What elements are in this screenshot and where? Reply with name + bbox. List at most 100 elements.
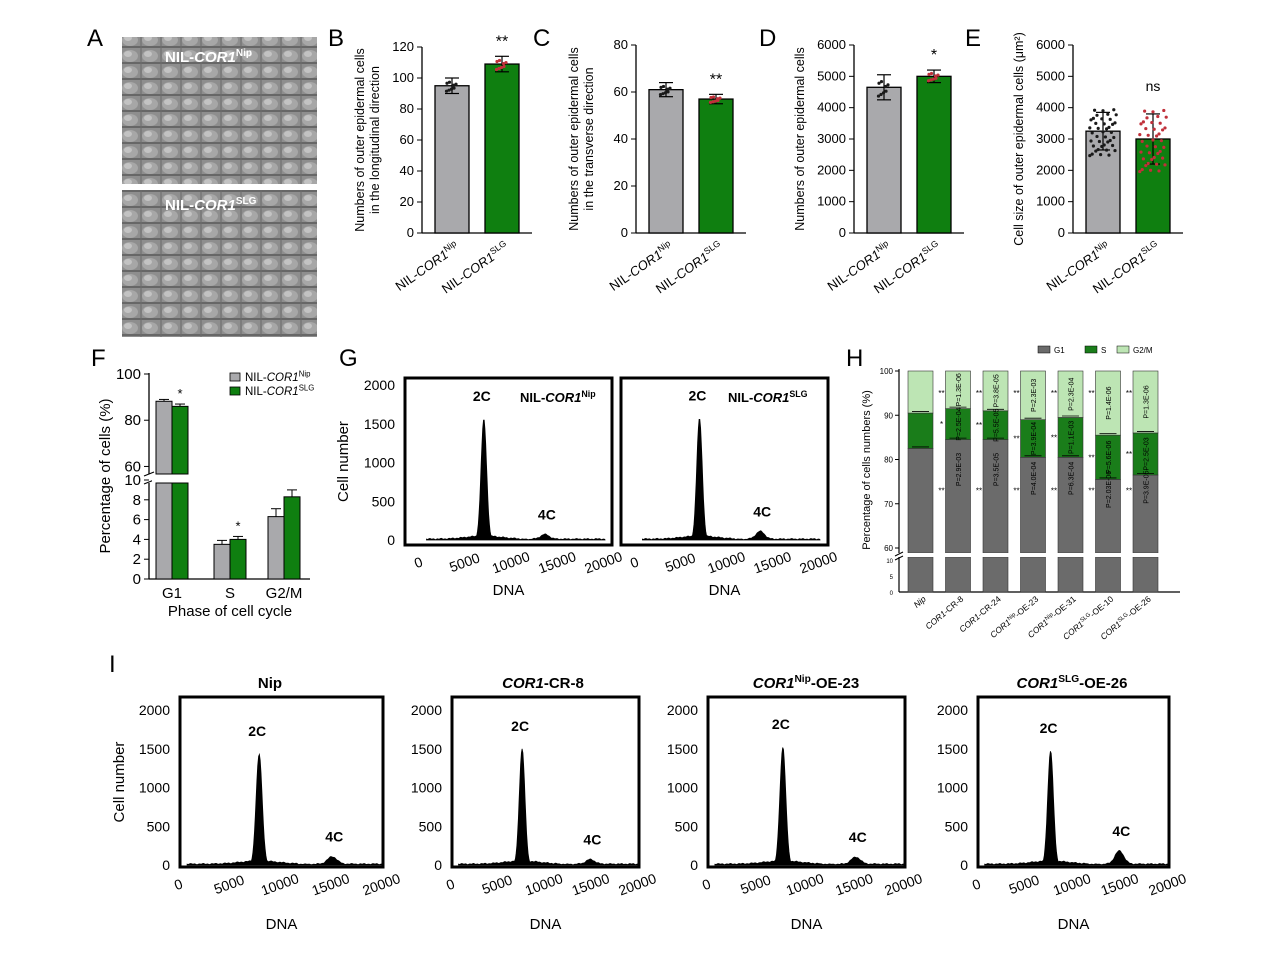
data-point — [1157, 169, 1161, 173]
significance-s: ** — [1013, 434, 1019, 443]
data-point — [1107, 125, 1111, 129]
x-tick-label: 20000 — [582, 548, 624, 576]
significance-label: * — [177, 386, 182, 401]
peak-label-4c: 4C — [583, 831, 601, 847]
y-tick-label: 1000 — [364, 455, 395, 471]
stack-g2m — [1095, 370, 1121, 436]
y-tick-label: 1500 — [667, 741, 698, 757]
data-point — [1096, 126, 1100, 130]
data-point — [497, 66, 501, 71]
legend-swatch — [1084, 345, 1098, 354]
legend-label: G1 — [1054, 346, 1065, 355]
y-tick-label: 6000 — [817, 37, 846, 52]
x-tick-label: 0 — [172, 875, 185, 893]
y-tick-label: 10 — [886, 559, 893, 565]
x-tick-label: 5000 — [738, 871, 773, 897]
p-value-g1: P=2.9E-03 — [956, 453, 963, 486]
peak-label-2c: 2C — [473, 388, 491, 404]
data-point — [1091, 144, 1095, 148]
x-tick-label: 5000 — [1007, 871, 1042, 897]
data-point — [1158, 121, 1162, 125]
data-point — [1153, 145, 1157, 149]
axis-break — [143, 471, 155, 477]
significance-s: ** — [1088, 453, 1094, 462]
data-point — [1089, 139, 1093, 143]
x-category-label: Nip — [912, 594, 928, 610]
bar-slg — [698, 98, 734, 234]
data-point — [1150, 157, 1154, 162]
x-tick-label: 0 — [970, 875, 983, 893]
panel-letter-h: H — [846, 345, 863, 372]
y-tick-label: 500 — [675, 818, 699, 834]
data-point — [1094, 149, 1098, 153]
data-point — [661, 84, 666, 89]
panel-b: 0 20 40 60 80 100 120 ** Numbers of outer epider… — [353, 33, 532, 296]
data-point — [504, 60, 508, 65]
stack-g1-lower — [907, 556, 934, 593]
y-axis-label: Cell number — [335, 421, 352, 502]
y-tick-label: 1000 — [139, 780, 170, 796]
significance-s: ** — [1126, 450, 1132, 459]
x-tick-label: 15000 — [751, 548, 793, 576]
peak-label-4c: 4C — [753, 503, 771, 519]
x-tick-label: 10000 — [705, 548, 747, 576]
significance-g2m: ** — [938, 389, 944, 398]
legend-label: G2/M — [1133, 346, 1153, 355]
y-axis-label: in the longitudinal direction — [368, 66, 382, 214]
x-category-label: G1 — [162, 585, 182, 602]
bar-slg — [484, 63, 520, 234]
y-tick-label: 0 — [690, 857, 698, 873]
p-value-g2m: P=1.3E-06 — [956, 373, 963, 406]
stack-g1 — [1132, 474, 1159, 554]
data-point — [1095, 113, 1099, 117]
p-value-g1: P=6.3E-04 — [1069, 462, 1076, 495]
significance-g2m: ** — [1088, 389, 1094, 398]
data-point — [1102, 143, 1106, 147]
data-point — [934, 76, 938, 80]
axis-break — [894, 555, 904, 561]
y-axis-label: in the transverse direction — [582, 67, 596, 210]
data-point — [1151, 138, 1155, 142]
break-band — [152, 475, 307, 482]
x-tick-label: 10000 — [784, 870, 826, 898]
data-point — [1149, 168, 1153, 172]
data-point — [1089, 118, 1093, 122]
data-point — [1147, 151, 1151, 155]
data-point — [449, 87, 454, 91]
data-point — [494, 67, 499, 72]
data-point — [1105, 127, 1109, 131]
data-point — [1088, 126, 1092, 130]
y-tick-label: 8 — [133, 492, 141, 509]
histogram-g2: 2C 4C 0 5000 10000 15000 20000 DNA NIL-COR1SLG — [619, 376, 840, 599]
legend-swatch — [1037, 345, 1051, 354]
data-point — [1113, 121, 1117, 125]
y-tick-label: 2000 — [817, 162, 846, 177]
data-point — [1088, 154, 1092, 158]
y-tick-label: 0 — [839, 225, 846, 240]
y-tick-label: 500 — [419, 818, 443, 834]
y-tick-label: 1500 — [937, 741, 968, 757]
significance-label: ns — [1146, 78, 1161, 94]
data-point — [1159, 139, 1163, 143]
stack-g1-lower — [1020, 556, 1046, 593]
peak-label-4c: 4C — [849, 829, 867, 845]
histogram-i1: 2C 4C 0 5000 10000 15000 20000 DNA 0 500 1000 1500 2… — [111, 675, 403, 933]
y-tick-label: 80 — [400, 101, 414, 116]
x-axis-label: DNA — [266, 916, 298, 933]
x-tick-label: 0 — [628, 553, 641, 571]
x-tick-label: 20000 — [616, 870, 658, 898]
data-point — [502, 64, 506, 69]
data-point — [926, 79, 931, 83]
x-tick-label: 15000 — [310, 870, 352, 898]
histogram-area — [458, 748, 640, 866]
y-tick-label: 0 — [162, 857, 170, 873]
p-value-g2m: P=1.3E-06 — [1144, 385, 1151, 418]
data-point — [497, 58, 502, 63]
significance-g2m: ** — [1051, 389, 1057, 398]
data-point — [936, 73, 940, 77]
data-point — [1090, 131, 1094, 135]
stack-g1 — [907, 448, 934, 554]
data-point — [1090, 152, 1094, 156]
histogram-title: Nip — [258, 675, 282, 692]
x-tick-label: 5000 — [212, 871, 247, 897]
